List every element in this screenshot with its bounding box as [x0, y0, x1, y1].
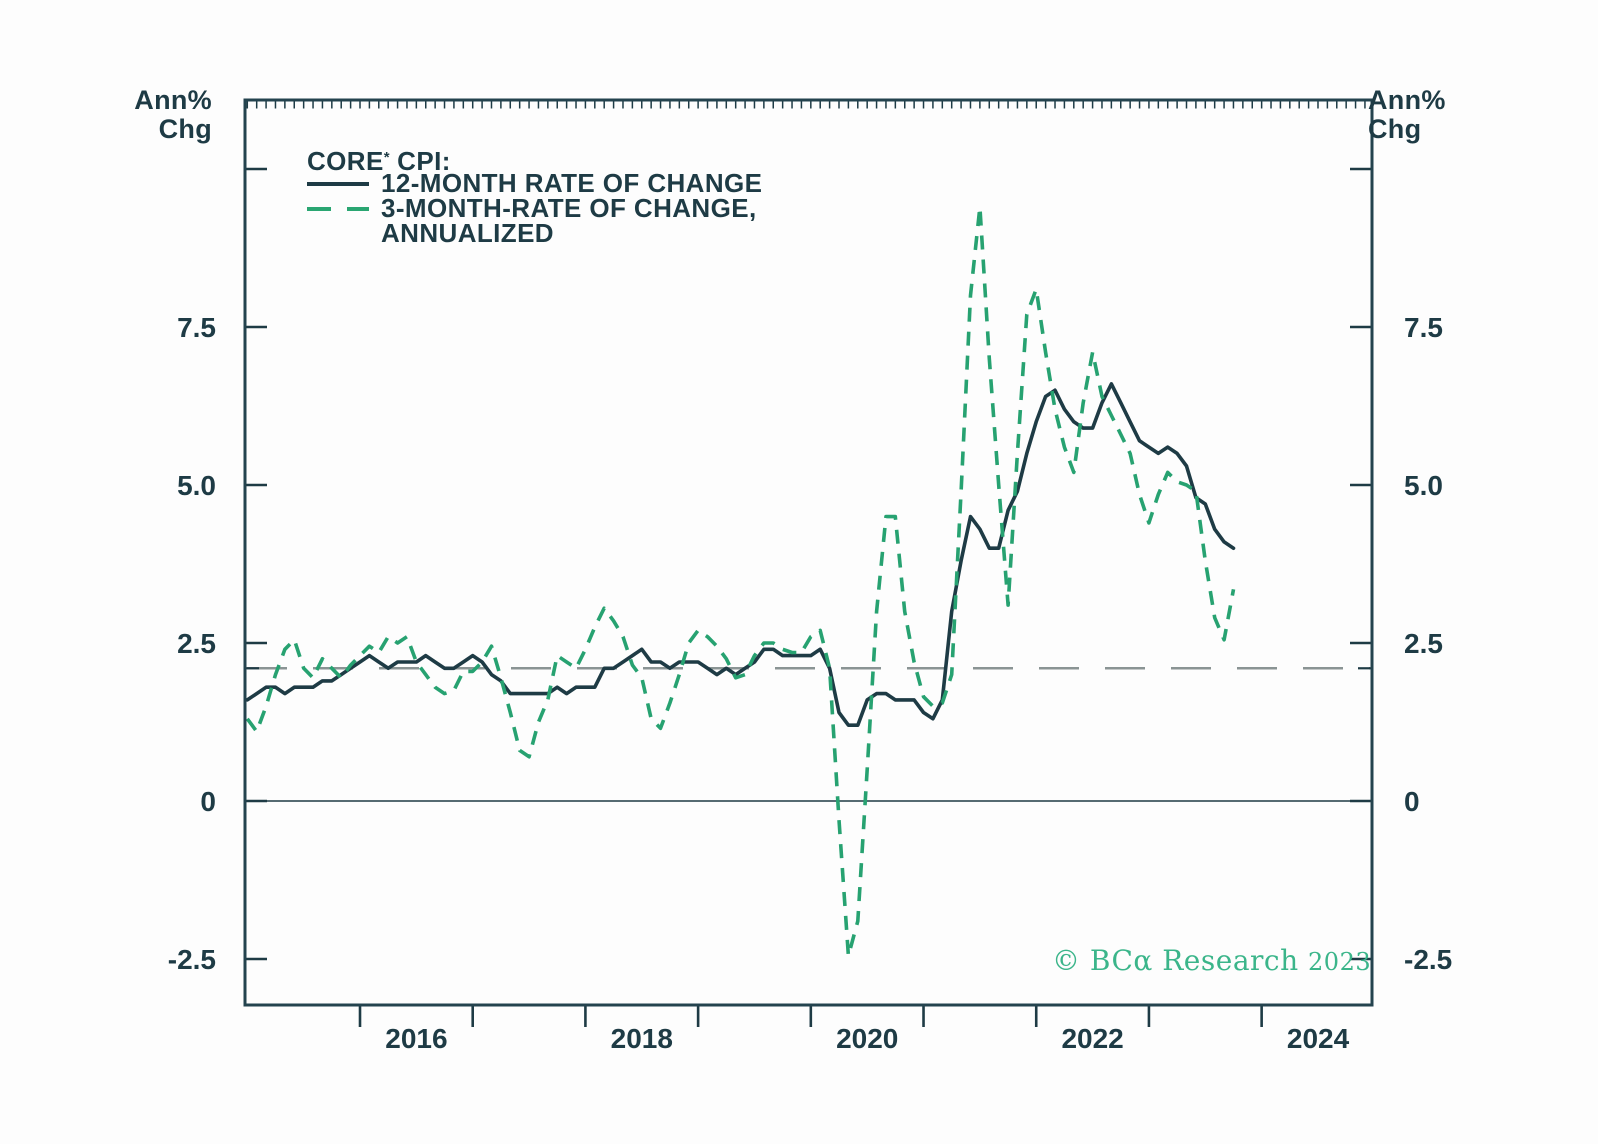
legend-title-main: CORE: [307, 146, 384, 176]
watermark-year: 2023: [1308, 948, 1372, 976]
legend-title: CORE* CPI:: [307, 144, 762, 175]
y-axis-label-right: 2.5: [1404, 628, 1443, 659]
legend-title-tail: CPI:: [389, 146, 451, 176]
y-axis-unit-right-line1: Ann%: [1368, 85, 1446, 115]
x-axis-year-label: 2018: [611, 1023, 673, 1054]
y-axis-label-left: 7.5: [177, 312, 216, 343]
dashed-line-swatch-icon: [307, 206, 369, 211]
y-axis-label-left: 2.5: [177, 628, 216, 659]
plot-border: [243, 98, 1374, 1007]
legend-label-3-month-line2: ANNUALIZED: [381, 218, 554, 248]
y-axis-label-right: 7.5: [1404, 312, 1443, 343]
y-axis-label-right: 5.0: [1404, 470, 1443, 501]
y-axis-unit-left: Ann% Chg: [112, 86, 212, 143]
legend-item-3-month-wrap: ANNUALIZED: [307, 218, 762, 248]
series-3-month-dashed-line: [245, 205, 1236, 958]
x-axis-year-label: 2024: [1287, 1023, 1350, 1054]
y-axis-label-right: 0: [1404, 786, 1420, 817]
y-axis-label-right: -2.5: [1404, 944, 1452, 975]
copyright-watermark: © BCα Research 2023: [1052, 944, 1371, 977]
y-axis-label-left: -2.5: [168, 944, 216, 975]
solid-line-swatch-icon: [307, 181, 369, 186]
y-axis-unit-right: Ann% Chg: [1368, 86, 1478, 143]
x-axis-year-label: 2022: [1061, 1023, 1123, 1054]
legend-label-12-month: 12-MONTH RATE OF CHANGE: [381, 168, 763, 198]
legend-item-12-month: 12-MONTH RATE OF CHANGE: [307, 168, 763, 198]
x-axis-year-label: 2020: [836, 1023, 898, 1054]
y-axis-unit-right-line2: Chg: [1368, 113, 1422, 144]
legend-label-3-month-line1: 3-MONTH-RATE OF CHANGE,: [381, 193, 757, 223]
y-axis-unit-left-line2: Chg: [158, 113, 212, 144]
y-axis-label-left: 5.0: [177, 470, 216, 501]
legend-item-3-month: 3-MONTH-RATE OF CHANGE,: [307, 193, 762, 223]
y-axis-label-left: 0: [200, 786, 216, 817]
y-axis-unit-left-line1: Ann%: [134, 85, 212, 115]
legend-title-asterisk: *: [383, 149, 390, 166]
x-axis-year-label: 2016: [385, 1023, 447, 1054]
watermark-brand: © BCα Research: [1052, 944, 1299, 977]
legend: CORE* CPI: 12-MONTH RATE OF CHANGE 3-MON…: [307, 144, 762, 246]
series-12-month-line: [245, 382, 1236, 727]
